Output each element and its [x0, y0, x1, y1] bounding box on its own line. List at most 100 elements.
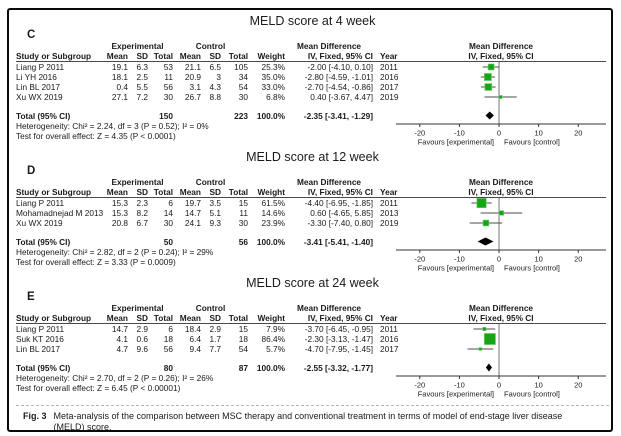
weight-header: Weight — [257, 187, 286, 197]
x-tick-label: -20 — [414, 381, 425, 390]
cell-total_e: 56 — [163, 344, 173, 354]
cell-weight: 5.7% — [266, 344, 285, 354]
figure-caption: Fig. 3 Meta-analysis of the comparison b… — [16, 405, 609, 432]
cell-total_c: 30 — [238, 92, 248, 102]
sd-header: SD — [209, 187, 221, 197]
cell-year: 2016 — [380, 72, 399, 82]
cell-ci: 0.60 [-4.65, 5.85] — [310, 208, 373, 218]
cell-sd_c: 3.5 — [209, 198, 221, 208]
plot-mean-difference-header: Mean Difference — [468, 177, 534, 187]
forest-plot-svg: -20 -10 0 10 20 Favours [experimental] Favours… — [396, 324, 606, 399]
control-group-header: Control — [195, 303, 226, 313]
study-row: Suk KT 2016 4.1 0.6 18 6.4 1.7 18 86.4% -2.30 [-… — [16, 334, 399, 344]
study-row: Liang P 2011 19.1 6.3 53 21.1 6.5 105 25.3% -2.0… — [16, 62, 398, 72]
study-square — [498, 95, 503, 99]
cell-sd_e: 6.7 — [136, 218, 148, 228]
plot-mean-difference-header: Mean Difference — [468, 303, 534, 313]
x-tick-label: 10 — [534, 381, 542, 390]
total-cell: 100.0% — [256, 110, 285, 121]
forest-plot: -20 -10 0 10 20 Favours [experimental] Favours… — [396, 324, 606, 400]
total-cell: Total (95% CI) — [16, 362, 71, 373]
study-header: Study or Subgroup — [16, 187, 92, 197]
cell-mean_e: 19.1 — [111, 62, 128, 72]
cell-name: Mohamadnejad M 2013 — [16, 208, 104, 218]
cell-total_e: 30 — [163, 218, 173, 228]
mean-header: Mean — [179, 51, 201, 61]
cell-total_c: 54 — [238, 82, 248, 92]
study-header: Study or Subgroup — [16, 313, 92, 323]
cell-sd_c: 4.3 — [209, 82, 221, 92]
column-header-row: Study or Subgroup Mean SD Total Mean SD … — [16, 187, 398, 197]
panel-letter: D — [27, 165, 36, 177]
cell-name: Liang P 2011 — [16, 62, 65, 72]
cell-mean_e: 4.7 — [116, 344, 128, 354]
cell-weight: 25.3% — [261, 62, 285, 72]
experimental-group-header: Experimental — [111, 177, 164, 187]
x-tick-label: -10 — [454, 255, 465, 264]
overall-effect-note: Test for overall effect: Z = 3.33 (P = 0… — [16, 257, 176, 267]
cell-year: 2013 — [380, 208, 399, 218]
cell-sd_c: 7.7 — [209, 344, 221, 354]
study-square — [476, 198, 487, 209]
cell-year: 2019 — [380, 92, 399, 102]
study-square — [482, 327, 487, 331]
cell-weight: 35.0% — [261, 72, 285, 82]
control-group-header: Control — [195, 177, 226, 187]
cell-ci: -3.70 [-6.45, -0.95] — [304, 324, 373, 334]
experimental-group-header: Experimental — [111, 303, 164, 313]
mean-difference-group-header: Mean Difference — [296, 41, 362, 51]
heterogeneity-note: Heterogeneity: Chi² = 2.24, df = 3 (P = … — [16, 121, 209, 131]
plot-mean-difference-header: Mean Difference — [468, 41, 534, 51]
plot-header: Mean Difference IV, Fixed, 95% CI — [396, 177, 606, 198]
total-header: Total — [228, 313, 248, 323]
forest-plot: -20 -10 0 10 20 Favours [experimental] Favours… — [396, 62, 606, 148]
total-row: Total (95% CI) 80 87 100.0% -2.55 [-3.32, -1… — [16, 362, 396, 373]
study-square — [484, 333, 496, 345]
column-header-row: Study or Subgroup Mean SD Total Mean SD … — [16, 51, 398, 61]
panel-meld-24-week: MELD score at 24 week E Experimental Con… — [16, 276, 609, 400]
cell-sd_c: 8.8 — [209, 92, 221, 102]
panel-meld-4-week: MELD score at 4 week C Experimental Cont… — [16, 14, 609, 148]
total-cell: 223 — [234, 110, 248, 121]
cell-ci: -4.70 [-7.95, -1.45] — [304, 344, 373, 354]
cell-total_c: 18 — [238, 334, 248, 344]
mean-header: Mean — [106, 313, 128, 323]
total-header: Total — [153, 187, 173, 197]
cell-year: 2019 — [380, 218, 399, 228]
sd-header: SD — [209, 51, 221, 61]
x-tick-label: 0 — [497, 255, 501, 264]
cell-total_c: 105 — [234, 62, 248, 72]
study-table-body: Liang P 2011 15.3 2.3 6 19.7 3.5 15 61.5% -4.40 … — [16, 198, 399, 274]
cell-mean_c: 9.4 — [189, 344, 201, 354]
cell-total_e: 53 — [163, 62, 173, 72]
group-header-row: Experimental Control Mean Difference — [16, 303, 396, 313]
group-header-row: Experimental Control Mean Difference — [16, 41, 396, 51]
total-header: Total — [228, 187, 248, 197]
cell-mean_e: 14.7 — [111, 324, 128, 334]
cell-year: 2016 — [380, 334, 399, 344]
study-row: Lin BL 2017 4.7 9.6 56 9.4 7.7 54 5.7% -4.70 [-7… — [16, 344, 398, 354]
summary-diamond — [477, 237, 494, 246]
cell-sd_e: 9.6 — [136, 344, 148, 354]
favours-control-label: Favours [control] — [504, 138, 560, 147]
cell-sd_c: 3 — [216, 72, 221, 82]
study-square — [482, 219, 490, 227]
cell-name: Lin BL 2017 — [16, 82, 60, 92]
caption-text: Meta-analysis of the comparison between … — [53, 411, 563, 432]
forest-plot: -20 -10 0 10 20 Favours [experimental] Favours… — [396, 198, 606, 274]
total-header: Total — [153, 313, 173, 323]
cell-mean_e: 20.8 — [111, 218, 128, 228]
total-header: Total — [228, 51, 248, 61]
study-square — [484, 73, 492, 81]
group-header-row: Experimental Control Mean Difference — [16, 177, 396, 187]
cell-total_c: 11 — [239, 208, 248, 218]
cell-year: 2011 — [380, 198, 398, 208]
panel-title: MELD score at 4 week — [249, 14, 376, 28]
study-table-body: Liang P 2011 19.1 6.3 53 21.1 6.5 105 25.3% -2.0… — [16, 62, 399, 148]
cell-ci: -2.00 [-4.10, 0.10] — [307, 62, 374, 72]
plot-iv-fixed-header: IV, Fixed, 95% CI — [468, 187, 534, 197]
favours-experimental-label: Favours [experimental] — [418, 264, 494, 273]
cell-total_e: 18 — [163, 334, 173, 344]
total-cell: 87 — [238, 362, 248, 373]
cell-name: Liang P 2011 — [16, 324, 65, 334]
